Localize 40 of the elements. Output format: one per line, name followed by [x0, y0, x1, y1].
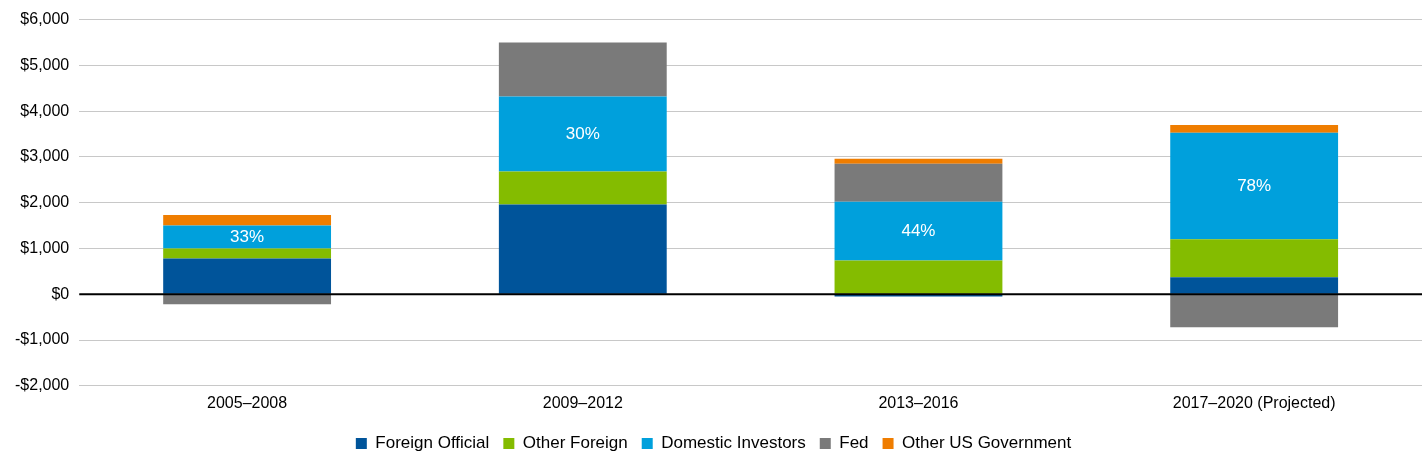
y-tick-label: $1,000 — [20, 238, 70, 256]
annotation: 33% — [230, 226, 265, 246]
legend-label: Other US Government — [902, 433, 1072, 453]
legend-label: Foreign Official — [375, 433, 490, 453]
bar — [163, 258, 332, 294]
y-tick-label: $4,000 — [20, 101, 70, 119]
bar — [1170, 239, 1339, 278]
bar — [498, 42, 667, 97]
bar — [834, 163, 1003, 202]
legend-label: Domestic Investors — [661, 433, 806, 453]
annotation: 44% — [901, 220, 936, 240]
bar — [1170, 132, 1339, 240]
legend-label: Fed — [839, 433, 869, 453]
bar — [1170, 124, 1339, 133]
bar — [163, 215, 332, 226]
bar — [834, 158, 1003, 164]
y-tick-label: $0 — [51, 284, 70, 302]
y-tick-label: $3,000 — [20, 147, 70, 165]
bar — [1170, 294, 1339, 328]
bar — [163, 248, 332, 259]
bar — [163, 294, 332, 305]
annotation: 78% — [1237, 175, 1272, 195]
bar — [1170, 277, 1339, 294]
bar — [834, 260, 1003, 294]
bar — [498, 96, 667, 172]
bar — [498, 204, 667, 294]
annotation: 30% — [565, 123, 600, 143]
x-tick-label: 2009–2012 — [542, 393, 623, 411]
y-tick-label: -$2,000 — [15, 376, 70, 394]
y-tick-label: $5,000 — [20, 55, 70, 73]
y-tick-label: -$1,000 — [15, 330, 70, 348]
bar — [834, 201, 1003, 261]
y-tick-label: $6,000 — [20, 10, 70, 28]
y-tick-label: $2,000 — [20, 193, 70, 211]
x-tick-label: 2005–2008 — [207, 393, 288, 411]
bar — [498, 171, 667, 205]
bar — [163, 225, 332, 249]
x-tick-label: 2013–2016 — [878, 393, 959, 411]
legend-label: Other Foreign — [522, 433, 628, 453]
x-tick-label: 2017–2020 (Projected) — [1172, 393, 1336, 411]
